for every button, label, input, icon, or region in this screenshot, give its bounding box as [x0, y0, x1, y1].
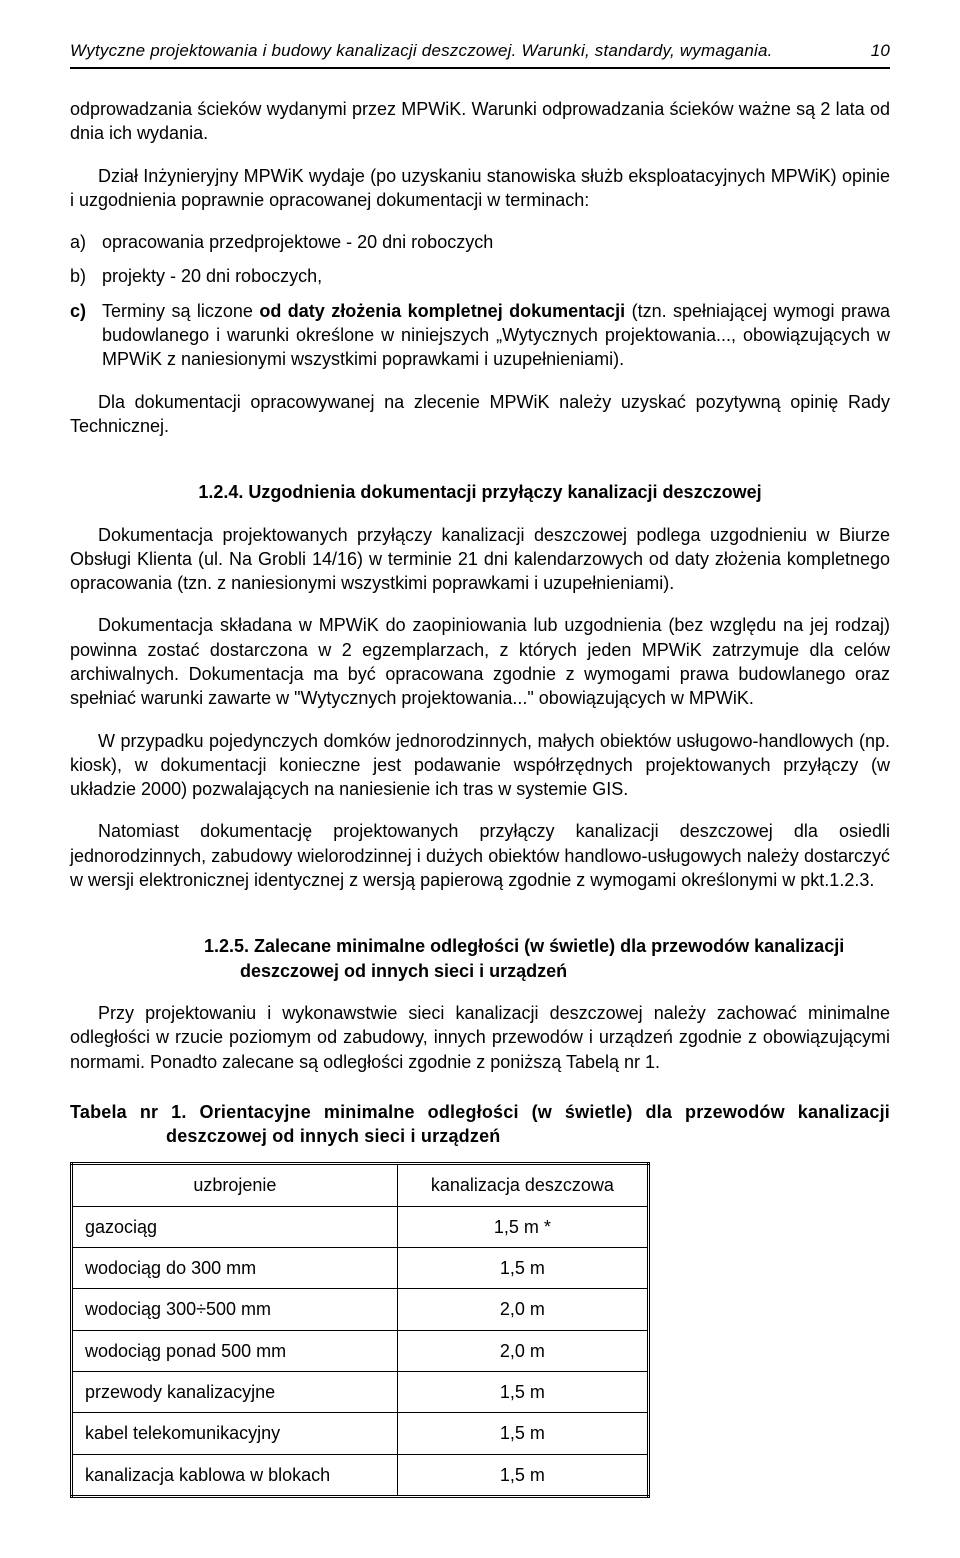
header-title: Wytyczne projektowania i budowy kanaliza…: [70, 40, 773, 63]
table-row: kabel telekomunikacyjny 1,5 m: [72, 1413, 649, 1454]
list-text-c: Terminy są liczone od daty złożenia komp…: [102, 301, 890, 370]
distances-table: uzbrojenie kanalizacja deszczowa gazocią…: [70, 1162, 650, 1497]
list-text-a: opracowania przedprojektowe - 20 dni rob…: [102, 232, 493, 252]
list-c-bold: od daty złożenia kompletnej dokumentacji: [259, 301, 625, 321]
paragraph-rada: Dla dokumentacji opracowywanej na zlecen…: [70, 390, 890, 439]
page-number: 10: [871, 40, 890, 63]
table-row: gazociąg 1,5 m *: [72, 1206, 649, 1247]
table-cell-name: gazociąg: [72, 1206, 398, 1247]
table-caption: Tabela nr 1. Orientacyjne minimalne odle…: [70, 1100, 890, 1149]
list-item: a) opracowania przedprojektowe - 20 dni …: [70, 230, 890, 254]
table-body: gazociąg 1,5 m * wodociąg do 300 mm 1,5 …: [72, 1206, 649, 1496]
s124-p1: Dokumentacja projektowanych przyłączy ka…: [70, 523, 890, 596]
s125-p1: Przy projektowaniu i wykonawstwie sieci …: [70, 1001, 890, 1074]
table-cell-name: wodociąg do 300 mm: [72, 1248, 398, 1289]
s124-p4: Natomiast dokumentację projektowanych pr…: [70, 819, 890, 892]
table-cell-value: 1,5 m: [397, 1413, 648, 1454]
table-cell-name: kanalizacja kablowa w blokach: [72, 1454, 398, 1496]
list-c-prefix: Terminy są liczone: [102, 301, 259, 321]
page-container: Wytyczne projektowania i budowy kanaliza…: [0, 0, 960, 1558]
list-marker-c: c): [70, 299, 86, 323]
table-cell-value: 1,5 m *: [397, 1206, 648, 1247]
table-row: przewody kanalizacyjne 1,5 m: [72, 1371, 649, 1412]
table-col2-header: kanalizacja deszczowa: [397, 1164, 648, 1206]
table-cell-value: 2,0 m: [397, 1289, 648, 1330]
table-row: wodociąg do 300 mm 1,5 m: [72, 1248, 649, 1289]
table-row: wodociąg 300÷500 mm 2,0 m: [72, 1289, 649, 1330]
table-col1-header: uzbrojenie: [72, 1164, 398, 1206]
s124-p3: W przypadku pojedynczych domków jednorod…: [70, 729, 890, 802]
table-cell-name: przewody kanalizacyjne: [72, 1371, 398, 1412]
list-marker-a: a): [70, 230, 86, 254]
table-header-row: uzbrojenie kanalizacja deszczowa: [72, 1164, 649, 1206]
procedure-list: a) opracowania przedprojektowe - 20 dni …: [70, 230, 890, 371]
list-item: b) projekty - 20 dni roboczych,: [70, 264, 890, 288]
section-heading-125: 1.2.5. Zalecane minimalne odległości (w …: [70, 934, 890, 983]
list-item: c) Terminy są liczone od daty złożenia k…: [70, 299, 890, 372]
table-cell-name: wodociąg ponad 500 mm: [72, 1330, 398, 1371]
intro-paragraph: odprowadzania ścieków wydanymi przez MPW…: [70, 97, 890, 146]
table-row: wodociąg ponad 500 mm 2,0 m: [72, 1330, 649, 1371]
paragraph-procedure-intro: Dział Inżynieryjny MPWiK wydaje (po uzys…: [70, 164, 890, 213]
page-header: Wytyczne projektowania i budowy kanaliza…: [70, 40, 890, 69]
table-cell-name: wodociąg 300÷500 mm: [72, 1289, 398, 1330]
table-cell-name: kabel telekomunikacyjny: [72, 1413, 398, 1454]
table-row: kanalizacja kablowa w blokach 1,5 m: [72, 1454, 649, 1496]
list-text-b: projekty - 20 dni roboczych,: [102, 266, 322, 286]
s124-p2: Dokumentacja składana w MPWiK do zaopini…: [70, 613, 890, 710]
table-cell-value: 1,5 m: [397, 1454, 648, 1496]
table-cell-value: 2,0 m: [397, 1330, 648, 1371]
section-heading-124: 1.2.4. Uzgodnienia dokumentacji przyłącz…: [70, 480, 890, 504]
list-marker-b: b): [70, 264, 86, 288]
table-cell-value: 1,5 m: [397, 1371, 648, 1412]
table-cell-value: 1,5 m: [397, 1248, 648, 1289]
